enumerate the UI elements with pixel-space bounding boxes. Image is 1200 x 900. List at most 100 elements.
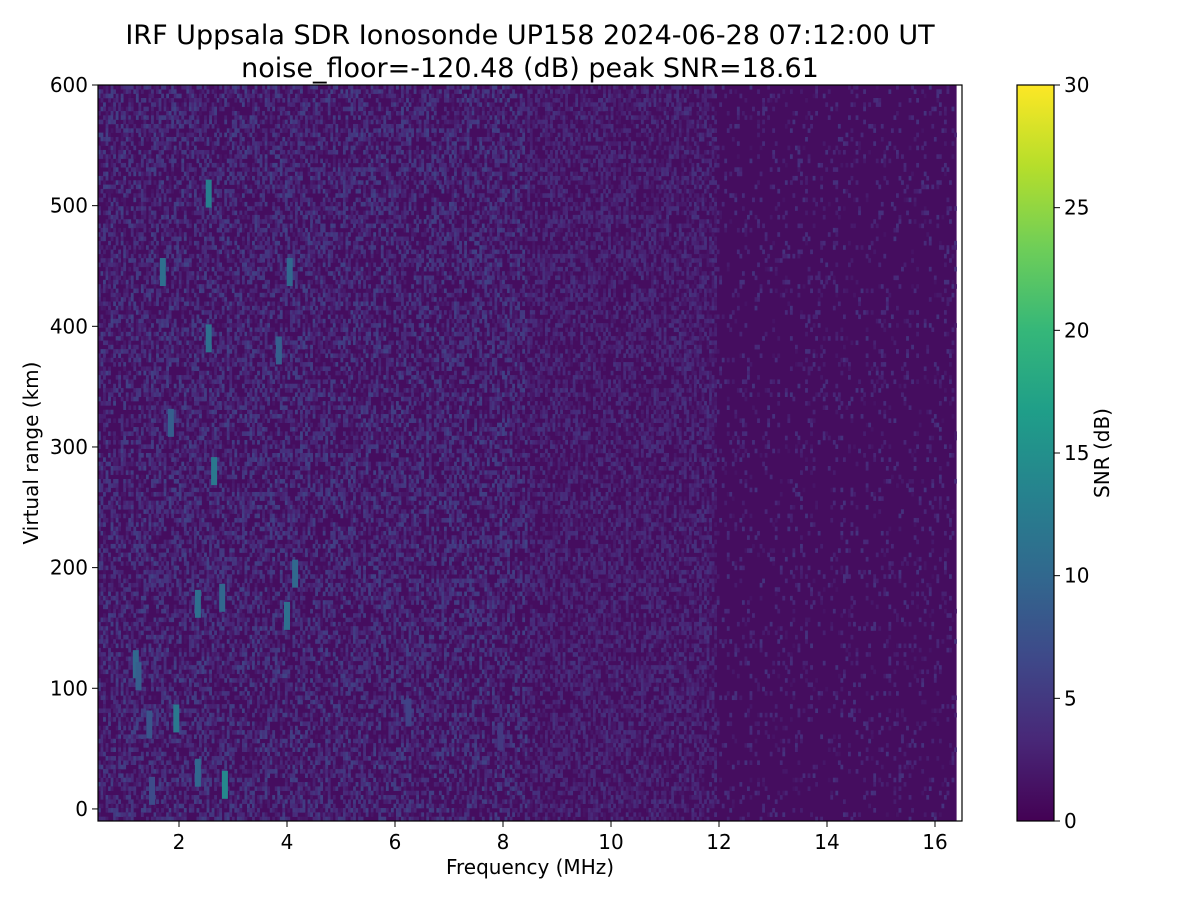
heatmap-cell bbox=[184, 795, 187, 800]
heatmap-cell bbox=[121, 605, 124, 610]
heatmap-cell bbox=[131, 531, 134, 536]
heatmap-cell bbox=[171, 85, 174, 90]
heatmap-cell bbox=[204, 219, 207, 224]
heatmap-cell bbox=[101, 708, 104, 713]
heatmap-cell bbox=[164, 786, 167, 791]
heatmap-cell bbox=[106, 795, 109, 800]
heatmap-cell bbox=[181, 120, 184, 125]
heatmap-cell bbox=[106, 327, 109, 332]
heatmap-cell bbox=[224, 622, 227, 627]
heatmap-cell bbox=[189, 345, 192, 350]
heatmap-cell bbox=[227, 141, 230, 146]
heatmap-cell bbox=[224, 146, 227, 151]
heatmap-cell bbox=[184, 250, 187, 255]
heatmap-cell bbox=[212, 527, 215, 532]
heatmap-cell bbox=[217, 250, 220, 255]
heatmap-cell bbox=[126, 323, 129, 328]
heatmap-cell bbox=[222, 756, 225, 761]
heatmap-cell bbox=[196, 669, 199, 674]
heatmap-cell bbox=[133, 531, 136, 536]
heatmap-cell bbox=[217, 466, 220, 471]
heatmap-cell bbox=[156, 596, 159, 601]
heatmap-cell bbox=[131, 635, 134, 640]
heatmap-cell bbox=[136, 721, 139, 726]
heatmap-cell bbox=[138, 462, 141, 467]
heatmap-cell bbox=[138, 310, 141, 315]
heatmap-cell bbox=[164, 319, 167, 324]
heatmap-cell bbox=[161, 405, 164, 410]
heatmap-cell bbox=[166, 336, 169, 341]
heatmap-cell bbox=[161, 128, 164, 133]
heatmap-cell bbox=[154, 579, 157, 584]
heatmap-cell bbox=[184, 288, 187, 293]
heatmap-cell bbox=[126, 643, 129, 648]
heatmap-cell bbox=[214, 544, 217, 549]
heatmap-cell bbox=[161, 453, 164, 458]
heatmap-cell bbox=[116, 479, 119, 484]
heatmap-cell bbox=[149, 540, 152, 545]
heatmap-cell bbox=[136, 358, 139, 363]
heatmap-cell bbox=[214, 795, 217, 800]
heatmap-cell bbox=[128, 297, 131, 302]
heatmap-cell bbox=[214, 388, 217, 393]
heatmap-cell bbox=[159, 349, 162, 354]
heatmap-cell bbox=[171, 284, 174, 289]
heatmap-cell bbox=[209, 574, 212, 579]
heatmap-cell bbox=[209, 375, 212, 380]
heatmap-cell bbox=[184, 613, 187, 618]
heatmap-cell bbox=[146, 115, 149, 120]
heatmap-cell bbox=[161, 522, 164, 527]
heatmap-cell bbox=[133, 540, 136, 545]
heatmap-cell bbox=[126, 531, 129, 536]
heatmap-cell bbox=[136, 440, 139, 445]
heatmap-cell bbox=[111, 353, 114, 358]
heatmap-cell bbox=[106, 258, 109, 263]
heatmap-cell bbox=[209, 353, 212, 358]
heatmap-cell bbox=[151, 427, 154, 432]
heatmap-cell bbox=[194, 306, 197, 311]
heatmap-cell bbox=[141, 708, 144, 713]
heatmap-cell bbox=[174, 674, 177, 679]
heatmap-cell bbox=[149, 366, 152, 371]
heatmap-cell bbox=[196, 453, 199, 458]
heatmap-cell bbox=[131, 475, 134, 480]
heatmap-cell bbox=[196, 198, 199, 203]
heatmap-cell bbox=[166, 743, 169, 748]
heatmap-cell bbox=[186, 570, 189, 575]
heatmap-cell bbox=[146, 375, 149, 380]
heatmap-cell bbox=[111, 219, 114, 224]
heatmap-cell bbox=[171, 765, 174, 770]
heatmap-cell bbox=[164, 509, 167, 514]
heatmap-cell bbox=[229, 752, 232, 757]
heatmap-cell bbox=[194, 198, 197, 203]
heatmap-cell bbox=[229, 336, 232, 341]
heatmap-cell bbox=[181, 206, 184, 211]
heatmap-cell bbox=[116, 466, 119, 471]
heatmap-cell bbox=[186, 293, 189, 298]
heatmap-cell bbox=[106, 163, 109, 168]
heatmap-cell bbox=[154, 371, 157, 376]
heatmap-cell bbox=[133, 306, 136, 311]
heatmap-cell bbox=[149, 470, 152, 475]
heatmap-cell bbox=[171, 514, 174, 519]
heatmap-cell bbox=[123, 695, 126, 700]
heatmap-cell bbox=[118, 375, 121, 380]
heatmap-cell bbox=[166, 708, 169, 713]
heatmap-cell bbox=[174, 94, 177, 99]
heatmap-cell bbox=[149, 332, 152, 337]
heatmap-cell bbox=[118, 180, 121, 185]
heatmap-cell bbox=[227, 102, 230, 107]
heatmap-cell bbox=[194, 332, 197, 337]
heatmap-cell bbox=[164, 691, 167, 696]
heatmap-cell bbox=[156, 111, 159, 116]
heatmap-cell bbox=[108, 773, 111, 778]
heatmap-cell bbox=[159, 553, 162, 558]
heatmap-cell bbox=[179, 592, 182, 597]
heatmap-cell bbox=[113, 695, 116, 700]
heatmap-cell bbox=[128, 574, 131, 579]
heatmap-cell bbox=[186, 340, 189, 345]
heatmap-cell bbox=[161, 237, 164, 242]
heatmap-cell bbox=[106, 358, 109, 363]
heatmap-cell bbox=[171, 457, 174, 462]
heatmap-cell bbox=[111, 163, 114, 168]
